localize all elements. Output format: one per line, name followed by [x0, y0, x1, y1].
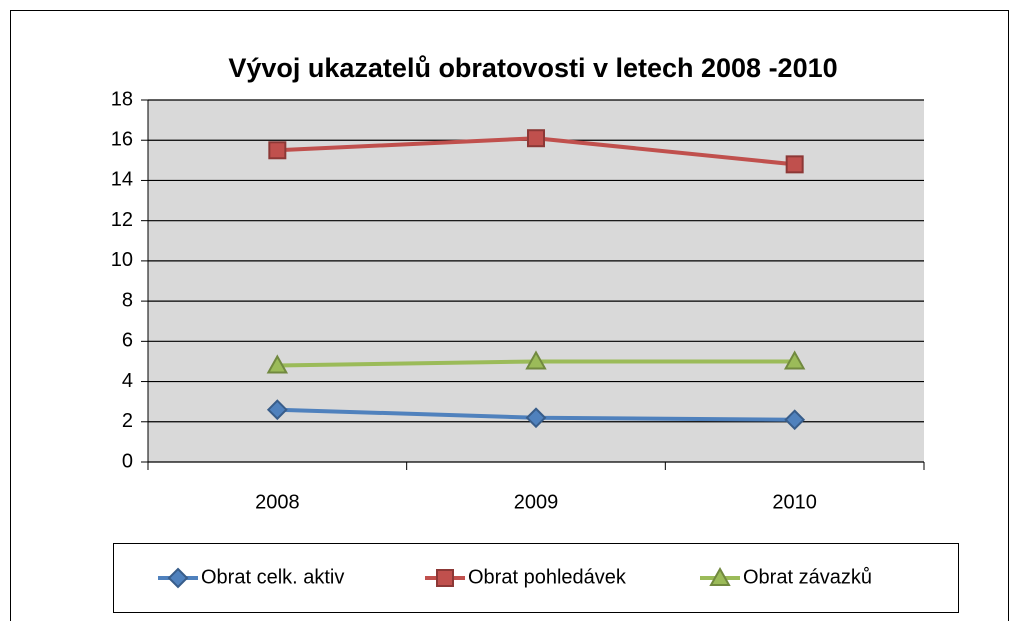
marker: [785, 155, 804, 174]
y-tick-label: 0: [122, 450, 133, 472]
marker: [783, 350, 806, 370]
y-tick-label: 2: [122, 410, 133, 432]
legend-label: Obrat celk. aktiv: [201, 566, 344, 588]
marker: [527, 129, 545, 148]
x-tick-label: 2010: [772, 491, 817, 513]
marker: [268, 141, 287, 160]
y-tick-label: 18: [111, 88, 133, 110]
y-tick-label: 4: [122, 370, 133, 392]
legend-label: Obrat závazků: [743, 566, 872, 588]
marker: [525, 407, 547, 429]
marker: [525, 350, 547, 370]
y-tick-label: 12: [111, 209, 133, 231]
marker: [167, 567, 189, 589]
marker: [266, 354, 289, 374]
y-tick-label: 10: [111, 249, 133, 271]
marker: [784, 409, 806, 431]
legend-label: Obrat pohledávek: [468, 566, 627, 588]
y-tick-label: 6: [122, 330, 133, 352]
x-tick-label: 2008: [255, 491, 300, 513]
chart-title: Vývoj ukazatelů obratovosti v letech 200…: [228, 53, 837, 83]
legend-box: [113, 543, 959, 613]
y-tick-label: 14: [111, 169, 133, 191]
y-tick-label: 16: [111, 129, 133, 151]
y-tick-label: 8: [122, 289, 133, 311]
marker: [266, 399, 288, 421]
marker: [436, 569, 454, 587]
x-tick-label: 2009: [514, 491, 559, 513]
marker: [709, 566, 731, 586]
